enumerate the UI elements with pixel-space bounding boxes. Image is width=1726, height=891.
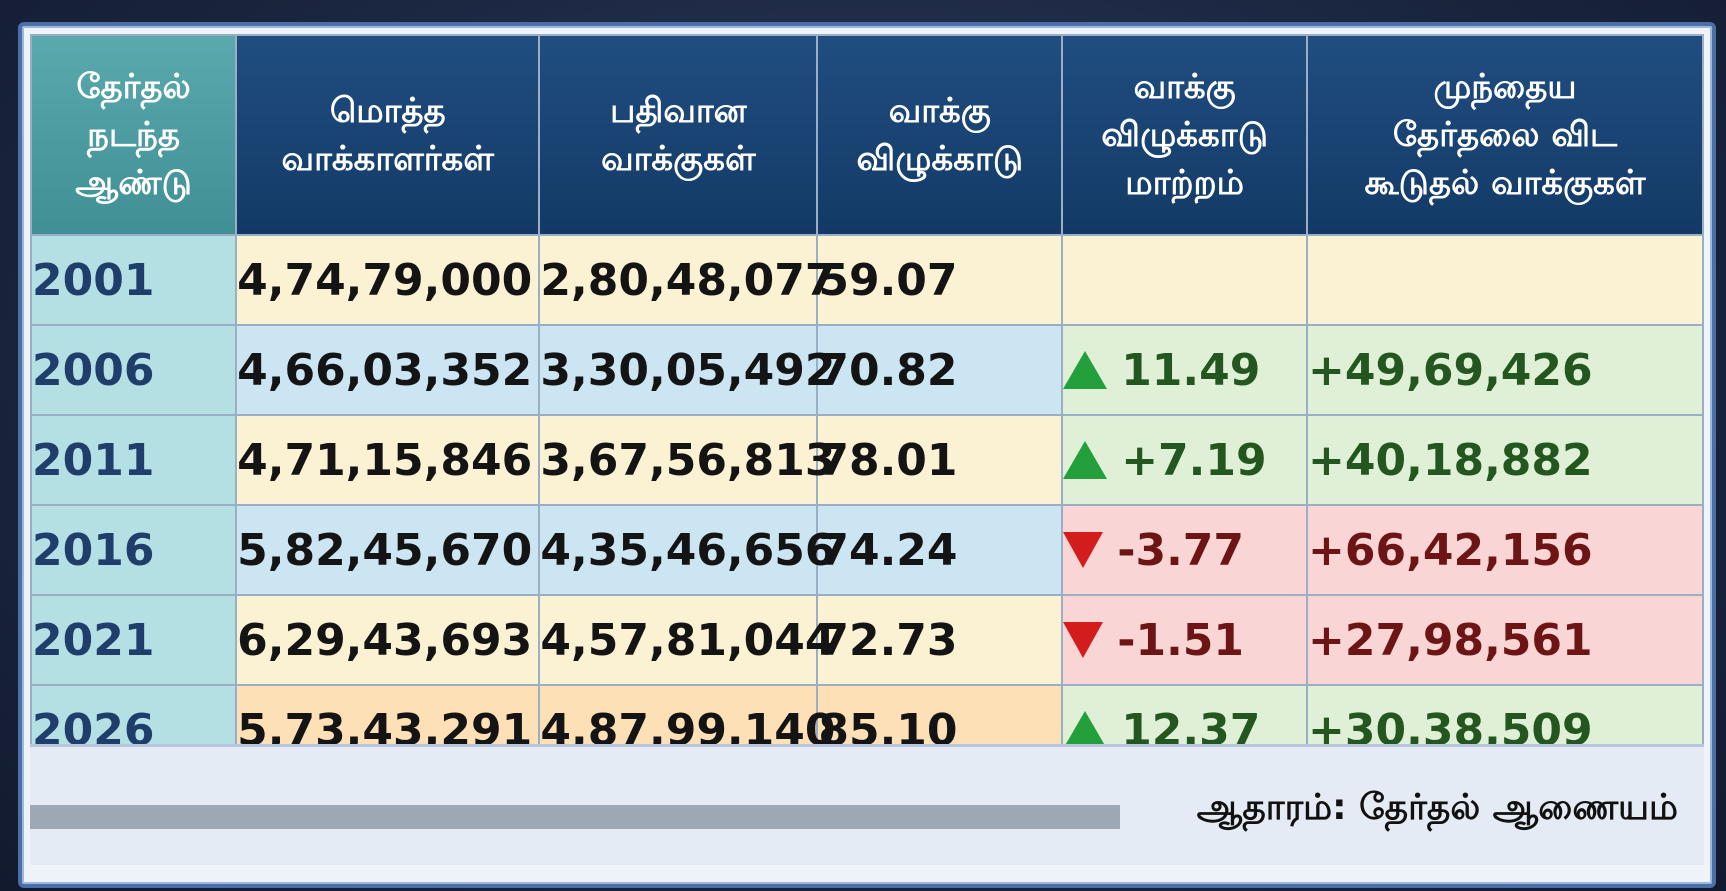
cell-additional-votes: +27,98,561 [1306,594,1704,686]
col-header-additional-votes: முந்தைய தேர்தலை விட கூடுதல் வாக்குகள் [1306,34,1704,236]
turnout-change-value: +7.19 [1121,434,1267,486]
cell-year: 2021 [29,594,238,686]
source-bar: ஆதாரம்: தேர்தல் ஆணையம் [30,744,1704,865]
decorative-stripe [30,805,1120,829]
turnout-table: தேர்தல் நடந்த ஆண்டு மொத்த வாக்காளர்கள் ப… [29,34,1704,776]
table-row: 2001 4,74,79,000 2,80,48,077 59.07 [29,234,1704,326]
cell-additional-votes: +49,69,426 [1306,324,1704,416]
cell-turnout-change: 11.49 [1061,324,1309,416]
cell-total-voters: 5,82,45,670 [235,504,541,596]
up-arrow-icon [1063,440,1108,479]
cell-total-voters: 6,29,43,693 [235,594,541,686]
turnout-change-value: 11.49 [1121,344,1261,396]
cell-total-voters: 4,74,79,000 [235,234,541,326]
table-row: 2016 5,82,45,670 4,35,46,656 74.24 -3.77 +66,… [29,504,1704,596]
table-row: 2006 4,66,03,352 3,30,05,492 70.82 11.49 +49,… [29,324,1704,416]
source-label: ஆதாரம்: தேர்தல் ஆணையம் [1196,787,1678,828]
cell-year: 2011 [29,414,238,506]
cell-turnout: 70.82 [816,324,1064,416]
turnout-change-value: -1.51 [1117,614,1245,666]
cell-turnout-change: -3.77 [1061,504,1309,596]
cell-turnout: 72.73 [816,594,1064,686]
cell-turnout: 59.07 [816,234,1064,326]
cell-year: 2006 [29,324,238,416]
cell-votes-polled: 2,80,48,077 [538,234,836,326]
down-arrow-icon [1063,621,1104,658]
cell-turnout-change: +7.19 [1061,414,1309,506]
cell-additional-votes: +66,42,156 [1306,504,1704,596]
up-arrow-icon [1063,350,1108,389]
table-row: 2021 6,29,43,693 4,57,81,044 72.73 -1.51 +27,… [29,594,1704,686]
cell-turnout-change: -1.51 [1061,594,1309,686]
cell-votes-polled: 3,30,05,492 [538,324,836,416]
cell-total-voters: 4,71,15,846 [235,414,541,506]
cell-turnout-change [1061,234,1309,326]
col-header-turnout: வாக்கு விழுக்காடு [816,34,1064,236]
down-arrow-icon [1063,531,1104,568]
col-header-turnout-change: வாக்கு விழுக்காடு மாற்றம் [1061,34,1309,236]
table-row: 2011 4,71,15,846 3,67,56,813 78.01 +7.19 +40,… [29,414,1704,506]
cell-year: 2016 [29,504,238,596]
col-header-votes-polled: பதிவான வாக்குகள் [538,34,819,236]
cell-year: 2001 [29,234,238,326]
header-row: தேர்தல் நடந்த ஆண்டு மொத்த வாக்காளர்கள் ப… [29,34,1704,236]
col-header-year: தேர்தல் நடந்த ஆண்டு [29,34,238,236]
table-body: 2001 4,74,79,000 2,80,48,077 59.07 2006 4,66,… [29,234,1704,776]
cell-turnout: 74.24 [816,504,1064,596]
cell-additional-votes [1306,234,1704,326]
cell-votes-polled: 3,67,56,813 [538,414,836,506]
col-header-total-voters: மொத்த வாக்காளர்கள் [235,34,541,236]
cell-votes-polled: 4,57,81,044 [538,594,836,686]
turnout-change-value: -3.77 [1117,524,1245,576]
cell-votes-polled: 4,35,46,656 [538,504,836,596]
cell-turnout: 78.01 [816,414,1064,506]
cell-total-voters: 4,66,03,352 [235,324,541,416]
table-frame: தேர்தல் நடந்த ஆண்டு மொத்த வாக்காளர்கள் ப… [18,22,1716,888]
up-arrow-icon [1063,710,1108,749]
cell-additional-votes: +40,18,882 [1306,414,1704,506]
